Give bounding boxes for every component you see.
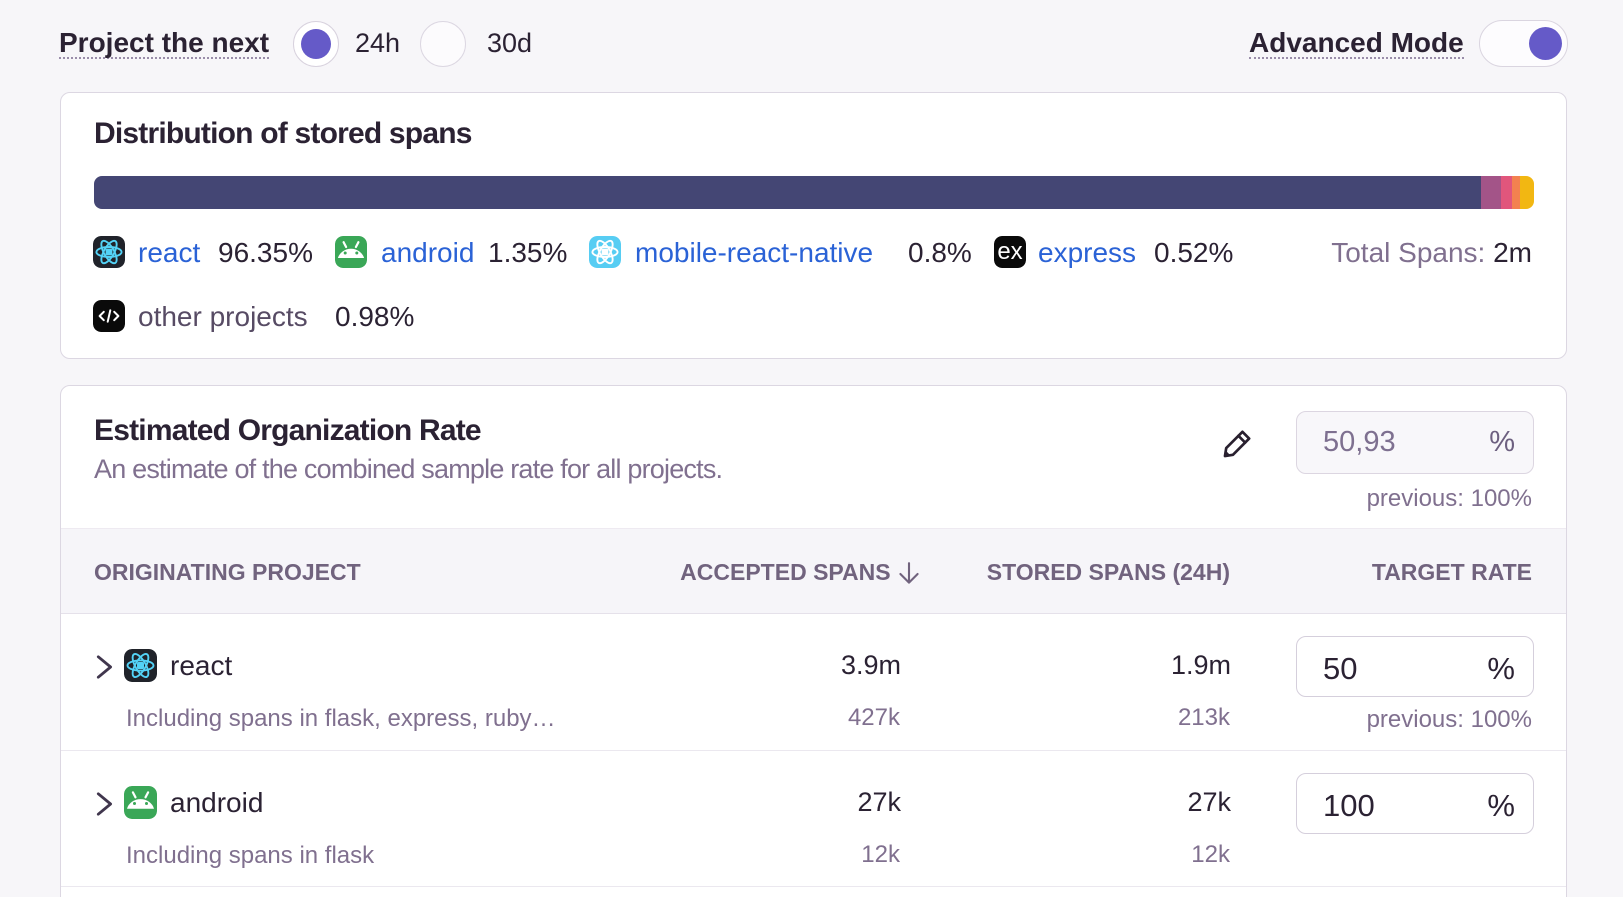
svg-text:ex: ex: [997, 238, 1022, 265]
